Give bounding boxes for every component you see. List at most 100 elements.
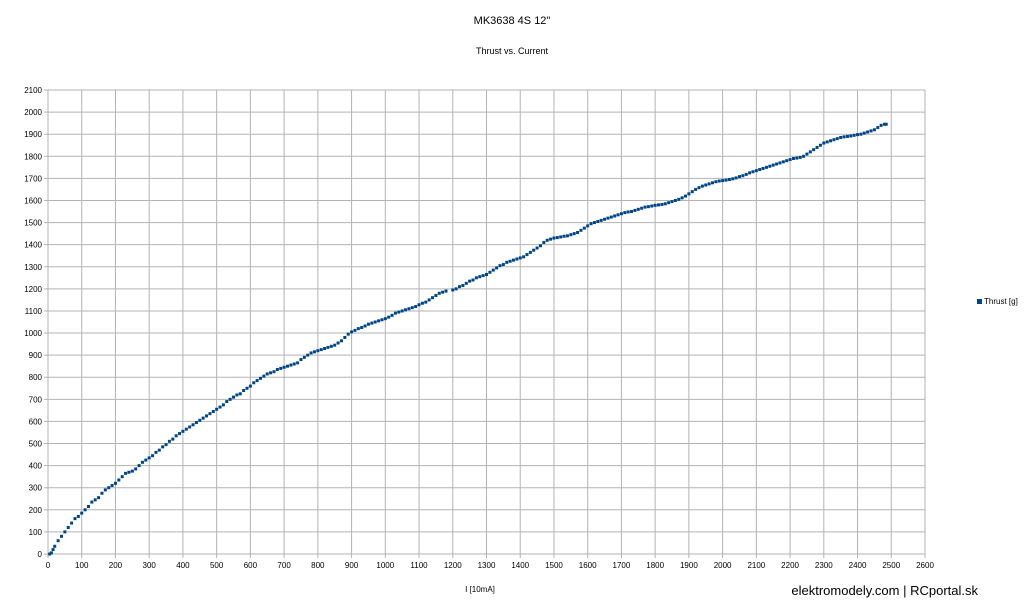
data-point bbox=[643, 205, 647, 209]
data-point bbox=[289, 363, 293, 367]
x-tick-label: 2500 bbox=[882, 561, 900, 570]
data-point bbox=[90, 500, 94, 504]
data-point bbox=[538, 244, 542, 248]
data-point bbox=[498, 264, 502, 268]
data-point bbox=[56, 539, 60, 543]
data-point bbox=[646, 205, 650, 209]
data-point bbox=[876, 126, 880, 130]
data-point bbox=[694, 187, 698, 191]
data-point bbox=[592, 221, 596, 225]
x-tick-label: 900 bbox=[345, 561, 359, 570]
x-tick-label: 2000 bbox=[714, 561, 732, 570]
data-point bbox=[626, 210, 630, 214]
data-point bbox=[380, 318, 384, 322]
data-point bbox=[785, 159, 789, 163]
data-point bbox=[232, 395, 236, 399]
data-point bbox=[390, 313, 394, 317]
data-point bbox=[420, 301, 424, 305]
data-point bbox=[778, 161, 782, 165]
x-tick-label: 1600 bbox=[579, 561, 597, 570]
data-point bbox=[100, 491, 104, 495]
data-point bbox=[221, 403, 225, 407]
legend-swatch bbox=[977, 299, 982, 304]
data-point bbox=[326, 345, 330, 349]
data-point bbox=[464, 281, 468, 285]
data-point bbox=[667, 201, 671, 205]
x-axis-label: I [10mA] bbox=[465, 585, 495, 594]
data-point bbox=[184, 427, 188, 431]
data-point bbox=[802, 154, 806, 158]
data-point bbox=[684, 194, 688, 198]
x-tick-label: 400 bbox=[176, 561, 190, 570]
x-tick-label: 100 bbox=[75, 561, 89, 570]
data-point bbox=[127, 470, 131, 474]
y-tick-label: 1200 bbox=[24, 285, 42, 294]
data-point bbox=[407, 307, 411, 311]
y-tick-label: 1700 bbox=[24, 174, 42, 183]
data-point bbox=[724, 178, 728, 182]
data-point bbox=[275, 368, 279, 372]
data-point bbox=[609, 215, 613, 219]
data-point bbox=[764, 165, 768, 169]
data-point bbox=[117, 478, 121, 482]
data-point bbox=[73, 517, 77, 521]
data-point bbox=[805, 152, 809, 156]
x-tick-label: 1300 bbox=[478, 561, 496, 570]
x-tick-label: 200 bbox=[109, 561, 123, 570]
data-point bbox=[414, 305, 418, 309]
data-point bbox=[434, 293, 438, 297]
data-point bbox=[727, 177, 731, 181]
y-tick-label: 400 bbox=[29, 462, 43, 471]
data-point bbox=[360, 326, 364, 330]
data-point bbox=[532, 248, 536, 252]
y-tick-label: 2100 bbox=[24, 86, 42, 95]
x-tick-label: 1700 bbox=[613, 561, 631, 570]
x-tick-label: 1000 bbox=[376, 561, 394, 570]
data-point bbox=[245, 386, 249, 390]
y-tick-label: 1800 bbox=[24, 152, 42, 161]
y-tick-label: 0 bbox=[38, 550, 43, 559]
data-point bbox=[302, 355, 306, 359]
data-point bbox=[451, 288, 455, 292]
data-point bbox=[343, 335, 347, 339]
y-tick-label: 800 bbox=[29, 373, 43, 382]
data-point bbox=[154, 450, 158, 454]
data-point bbox=[431, 296, 435, 300]
chart-subtitle: Thrust vs. Current bbox=[475, 46, 549, 56]
x-tick-label: 500 bbox=[210, 561, 224, 570]
data-point bbox=[640, 206, 644, 210]
data-point bbox=[296, 361, 300, 365]
data-point bbox=[323, 347, 327, 351]
y-tick-label: 1400 bbox=[24, 241, 42, 250]
data-point bbox=[511, 258, 515, 262]
data-point bbox=[370, 321, 374, 325]
data-point bbox=[488, 270, 492, 274]
data-point bbox=[336, 341, 340, 345]
data-point bbox=[110, 484, 114, 488]
data-point bbox=[228, 397, 232, 401]
y-tick-label: 1500 bbox=[24, 219, 42, 228]
data-point bbox=[198, 418, 202, 422]
data-point bbox=[272, 370, 276, 374]
data-point bbox=[842, 135, 846, 139]
x-tick-label: 1100 bbox=[410, 561, 428, 570]
data-point bbox=[63, 530, 67, 534]
data-point bbox=[140, 460, 144, 464]
data-point bbox=[633, 208, 637, 212]
data-point bbox=[657, 203, 661, 207]
data-point bbox=[147, 456, 151, 460]
data-point bbox=[238, 392, 242, 396]
y-tick-label: 300 bbox=[29, 484, 43, 493]
data-point bbox=[856, 133, 860, 137]
data-point bbox=[120, 475, 124, 479]
data-point bbox=[417, 303, 421, 307]
data-point bbox=[363, 324, 367, 328]
data-point bbox=[427, 298, 431, 302]
data-point bbox=[525, 253, 529, 257]
x-tick-label: 1400 bbox=[511, 561, 529, 570]
data-point bbox=[603, 217, 607, 221]
data-point bbox=[134, 467, 138, 471]
data-point bbox=[299, 358, 303, 362]
data-point bbox=[93, 498, 97, 502]
data-point bbox=[269, 371, 273, 375]
